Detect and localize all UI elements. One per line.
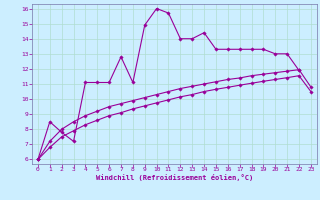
X-axis label: Windchill (Refroidissement éolien,°C): Windchill (Refroidissement éolien,°C) — [96, 174, 253, 181]
